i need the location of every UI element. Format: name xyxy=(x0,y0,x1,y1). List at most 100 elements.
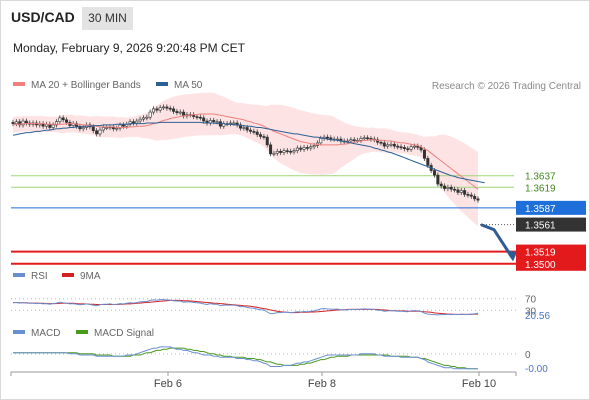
candle-body xyxy=(309,146,313,149)
candle-body xyxy=(422,149,426,159)
candle-body xyxy=(259,134,263,137)
rsi-reference-label-70: 70 xyxy=(525,295,537,306)
candle-body xyxy=(379,141,383,144)
candle-body xyxy=(51,124,55,128)
candle-body xyxy=(232,122,236,125)
candle-body xyxy=(412,145,416,148)
candle-body xyxy=(152,108,156,113)
legend-ma20-bollinger: MA 20 + Bollinger Bands xyxy=(13,80,141,91)
legend-swatch-rsi-ma xyxy=(62,273,74,278)
candle-body xyxy=(409,146,413,150)
candle-body xyxy=(469,194,473,197)
timeframe-button[interactable]: 30 MIN xyxy=(82,7,133,30)
candle-body xyxy=(238,124,242,129)
candle-body xyxy=(476,198,480,201)
price-level-label-resistance-0: 1.3637 xyxy=(525,172,556,183)
candle-body xyxy=(128,121,132,125)
candle-body xyxy=(168,107,172,110)
candle-body xyxy=(138,118,142,122)
candle-body xyxy=(402,147,406,150)
candle-body xyxy=(439,183,443,187)
candle-body xyxy=(426,158,430,166)
candle-body xyxy=(416,145,420,148)
candle-body xyxy=(165,106,169,109)
x-axis-tick-label: Feb 8 xyxy=(308,378,336,390)
candle-body xyxy=(131,121,135,124)
candle-body xyxy=(212,120,216,123)
candle-body xyxy=(386,144,390,147)
candle-body xyxy=(282,150,286,153)
legend-swatch-rsi xyxy=(13,273,25,278)
candle-body xyxy=(459,190,463,193)
candle-body xyxy=(399,146,403,149)
candle-body xyxy=(54,121,58,126)
candle-body xyxy=(285,150,289,152)
candle-body xyxy=(65,119,69,123)
candle-body xyxy=(366,137,370,140)
candle-body xyxy=(319,138,323,144)
candle-body xyxy=(362,137,366,140)
legend-swatch-ma50 xyxy=(156,82,168,87)
candle-body xyxy=(325,136,329,139)
legend-rsi-ma: 9MA xyxy=(62,271,101,282)
candle-body xyxy=(242,127,246,129)
price-level-label-support-4: 1.3519 xyxy=(525,248,556,259)
rsi-current-value: 20.56 xyxy=(525,311,550,322)
candle-body xyxy=(61,117,65,121)
candle-body xyxy=(121,124,125,127)
candle-body xyxy=(275,150,279,154)
candle-body xyxy=(145,116,149,119)
candle-body xyxy=(292,150,296,153)
candle-body xyxy=(202,117,206,122)
candle-body xyxy=(195,116,199,118)
legend-label-rsi-ma: 9MA xyxy=(80,271,101,282)
candle-body xyxy=(75,123,79,127)
candle-body xyxy=(198,116,202,119)
candle-body xyxy=(329,137,333,140)
price-level-badge-current-3 xyxy=(516,217,586,232)
candle-body xyxy=(262,136,266,138)
candle-body xyxy=(175,111,179,114)
price-level-label-current-3: 1.3561 xyxy=(525,221,556,232)
x-axis-tick-label: Feb 6 xyxy=(154,378,182,390)
candle-body xyxy=(392,143,396,147)
candle-body xyxy=(249,129,253,132)
legend-macd: MACD xyxy=(13,328,60,339)
candle-body xyxy=(389,143,393,146)
legend-label-rsi: RSI xyxy=(31,271,48,282)
forecast-arrow-head xyxy=(505,249,517,262)
candle-body xyxy=(11,122,15,124)
bollinger-band-area xyxy=(13,92,478,227)
candle-body xyxy=(406,148,410,151)
legend-label-ma50: MA 50 xyxy=(174,80,203,91)
legend-swatch-macd xyxy=(13,330,25,335)
candle-body xyxy=(141,117,145,120)
macd-current-value: -0.00 xyxy=(525,364,548,375)
legend-label-macd-signal: MACD Signal xyxy=(94,328,155,339)
chart-datetime: Monday, February 9, 2026 9:20:48 PM CET xyxy=(13,41,245,55)
candle-body xyxy=(148,111,152,118)
rsi-reference-label-30: 30 xyxy=(525,306,537,317)
candle-body xyxy=(463,190,467,195)
symbol-title: USD/CAD xyxy=(11,9,75,25)
price-level-label-pivot-2: 1.3587 xyxy=(525,204,556,215)
candle-body xyxy=(255,131,259,135)
candle-body xyxy=(118,124,122,129)
legend-swatch-ma20 xyxy=(13,82,25,87)
candle-body xyxy=(98,129,102,135)
candle-body xyxy=(21,120,25,126)
candle-body xyxy=(101,127,105,131)
candle-body xyxy=(396,145,400,148)
candle-body xyxy=(279,150,283,153)
candle-body xyxy=(58,117,62,123)
candle-body xyxy=(305,147,309,149)
candle-body xyxy=(272,152,276,155)
candle-body xyxy=(376,139,380,143)
candle-body xyxy=(473,195,477,200)
candle-body xyxy=(349,139,353,142)
candle-body xyxy=(295,147,299,151)
legend-swatch-macd-signal xyxy=(76,330,88,335)
candle-body xyxy=(158,107,162,111)
candle-body xyxy=(24,120,28,124)
ma50-line xyxy=(12,121,485,184)
